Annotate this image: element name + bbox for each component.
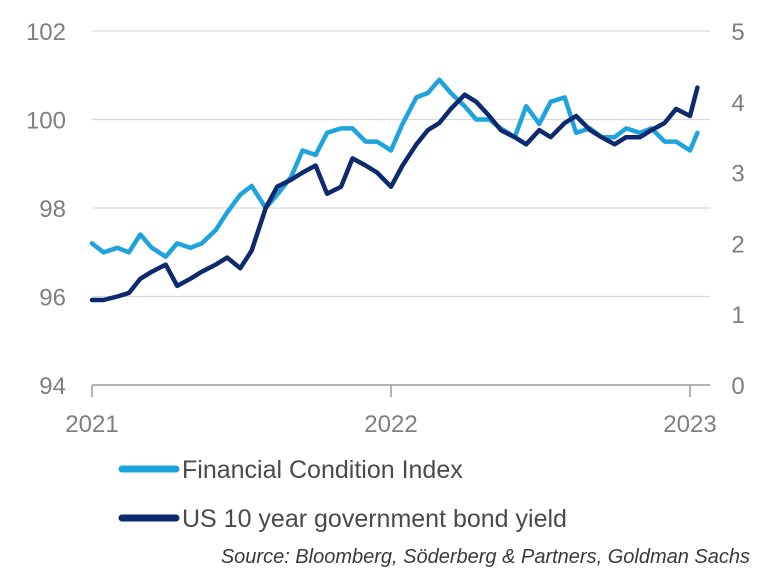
- x-tick-label: 2023: [663, 411, 716, 438]
- left-y-axis-ticks: 94 96 98 100 102: [26, 19, 66, 400]
- series-lines: [89, 77, 700, 303]
- right-y-tick-label: 2: [731, 231, 744, 258]
- x-tick-label: 2022: [364, 411, 417, 438]
- right-y-tick-label: 3: [731, 161, 744, 188]
- legend-label-us-10-year-yield: US 10 year government bond yield: [182, 505, 567, 533]
- series-line-us-10-year-yield: [89, 85, 700, 303]
- source-note: Source: Bloomberg, Söderberg & Partners,…: [221, 546, 750, 568]
- legend-label-financial-condition-index: Financial Condition Index: [182, 456, 463, 484]
- right-y-tick-label: 1: [731, 302, 744, 329]
- x-tick-label: 2021: [65, 411, 118, 438]
- left-y-tick-label: 98: [39, 196, 66, 223]
- right-y-axis-ticks: 0 1 2 3 4 5: [731, 19, 744, 400]
- left-y-tick-label: 96: [39, 285, 66, 312]
- legend: Financial Condition Index US 10 year gov…: [118, 456, 567, 533]
- left-y-tick-label: 100: [26, 108, 66, 135]
- right-y-tick-label: 0: [731, 373, 744, 400]
- right-y-tick-label: 4: [731, 90, 744, 117]
- gridlines: [92, 30, 710, 298]
- left-y-tick-label: 94: [39, 373, 66, 400]
- right-y-tick-label: 5: [731, 19, 744, 46]
- x-axis-ticks: 2021 2022 2023: [65, 385, 717, 438]
- series-line-financial-condition-index: [89, 77, 700, 259]
- left-y-tick-label: 102: [26, 19, 66, 46]
